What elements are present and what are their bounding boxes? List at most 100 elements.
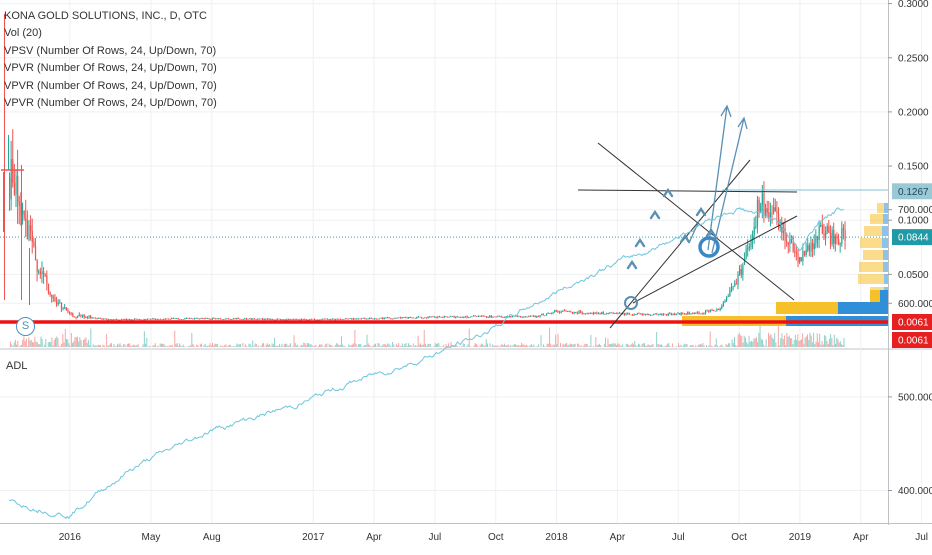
volume-bar	[615, 343, 616, 347]
adl-pane-title[interactable]: ADL	[6, 360, 27, 372]
volume-bar	[213, 346, 214, 347]
price-tag-0.0844-text: 0.0844	[898, 233, 929, 244]
vp-row-blue-4	[883, 250, 888, 260]
volume-bar	[188, 346, 189, 347]
split-badge-icon[interactable]: S	[16, 317, 35, 336]
candle-body	[632, 315, 633, 316]
volume-bar	[562, 344, 563, 347]
volume-bar	[179, 343, 180, 347]
legend-vpvr-2[interactable]: VPVR (Number Of Rows, 24, Up/Down, 70)	[4, 78, 217, 95]
candle-body	[325, 319, 326, 320]
volume-bar	[676, 346, 677, 347]
candle-body	[741, 269, 742, 275]
vp-row-yellow-6	[858, 274, 884, 284]
candle-body	[43, 271, 44, 274]
candle-body	[286, 319, 287, 320]
candle-body	[382, 318, 383, 319]
volume-bar	[415, 345, 416, 347]
volume-bar	[157, 346, 158, 347]
volume-bar	[599, 344, 600, 347]
volume-bar	[116, 346, 117, 347]
volume-bar	[510, 345, 511, 347]
volume-bar	[712, 346, 713, 347]
volume-bar	[565, 344, 566, 347]
candle-body	[710, 310, 711, 312]
legend-vpvr-3[interactable]: VPVR (Number Of Rows, 24, Up/Down, 70)	[4, 95, 217, 112]
volume-bar	[520, 345, 521, 347]
candle-body	[666, 314, 667, 315]
candle-body	[390, 318, 391, 319]
volume-bar	[25, 341, 26, 347]
volume-bar	[725, 344, 726, 347]
vp-small-yellow	[870, 290, 880, 302]
volume-bar	[779, 345, 780, 347]
legend-title[interactable]: KONA GOLD SOLUTIONS, INC., D, OTC	[4, 8, 217, 25]
volume-bar	[660, 345, 661, 347]
volume-bar	[573, 344, 574, 347]
volume-bar	[175, 344, 176, 347]
candle-body	[557, 311, 558, 312]
candle-body	[254, 319, 255, 320]
volume-bar	[768, 333, 769, 347]
volume-bar	[446, 344, 447, 347]
candle-body	[759, 200, 760, 212]
candle-body	[194, 318, 195, 319]
volume-bar	[657, 344, 658, 347]
candle-body	[786, 241, 787, 242]
volume-bar	[212, 343, 213, 347]
legend-vpvr-1[interactable]: VPVR (Number Of Rows, 24, Up/Down, 70)	[4, 60, 217, 77]
volume-bar	[819, 334, 820, 347]
candle-body	[643, 314, 644, 315]
volume-bar	[820, 345, 821, 347]
volume-bar	[124, 345, 125, 347]
volume-bar	[31, 340, 32, 347]
candle-body	[176, 318, 177, 319]
candle-body	[494, 317, 495, 318]
candle-body	[767, 208, 768, 212]
volume-bar	[530, 345, 531, 347]
volume-bar	[595, 337, 596, 347]
volume-bar	[408, 343, 409, 347]
volume-bar	[433, 346, 434, 347]
legend-volume[interactable]: Vol (20)	[4, 25, 217, 42]
volume-bar	[418, 336, 419, 347]
candle-body	[147, 319, 148, 320]
candle-body	[338, 319, 339, 320]
candle-body	[152, 319, 153, 320]
candle-body	[454, 316, 455, 318]
volume-bar	[59, 346, 60, 347]
candle-body	[346, 319, 347, 320]
volume-bar	[593, 346, 594, 347]
candle-body	[470, 317, 471, 318]
volume-bar	[98, 345, 99, 347]
volume-bar	[207, 346, 208, 347]
candle-body	[389, 317, 390, 318]
legend-vpsv[interactable]: VPSV (Number Of Rows, 24, Up/Down, 70)	[4, 43, 217, 60]
candle-body	[87, 317, 88, 318]
volume-bar	[755, 339, 756, 347]
candle-body	[350, 318, 351, 319]
candle-body	[197, 318, 198, 319]
candle-body	[843, 228, 844, 230]
volume-bar	[575, 344, 576, 347]
volume-bar	[396, 344, 397, 347]
volume-bar	[556, 344, 557, 347]
candle-body	[432, 317, 433, 318]
candle-body	[799, 257, 800, 262]
volume-bar	[508, 345, 509, 347]
candle-body	[567, 311, 568, 312]
candle-body	[656, 313, 657, 314]
volume-bar	[174, 331, 175, 347]
candle-body	[757, 200, 758, 227]
candle-body	[53, 297, 54, 298]
price-tick-label-3: 0.1500	[898, 162, 929, 173]
candle-body	[810, 243, 811, 251]
volume-bar	[797, 334, 798, 347]
candle-body	[840, 244, 841, 245]
candle-body	[535, 316, 536, 318]
volume-bar	[279, 344, 280, 347]
volume-bar	[374, 344, 375, 347]
candle-body	[260, 319, 261, 320]
candle-body	[455, 317, 456, 318]
volume-bar	[516, 345, 517, 347]
